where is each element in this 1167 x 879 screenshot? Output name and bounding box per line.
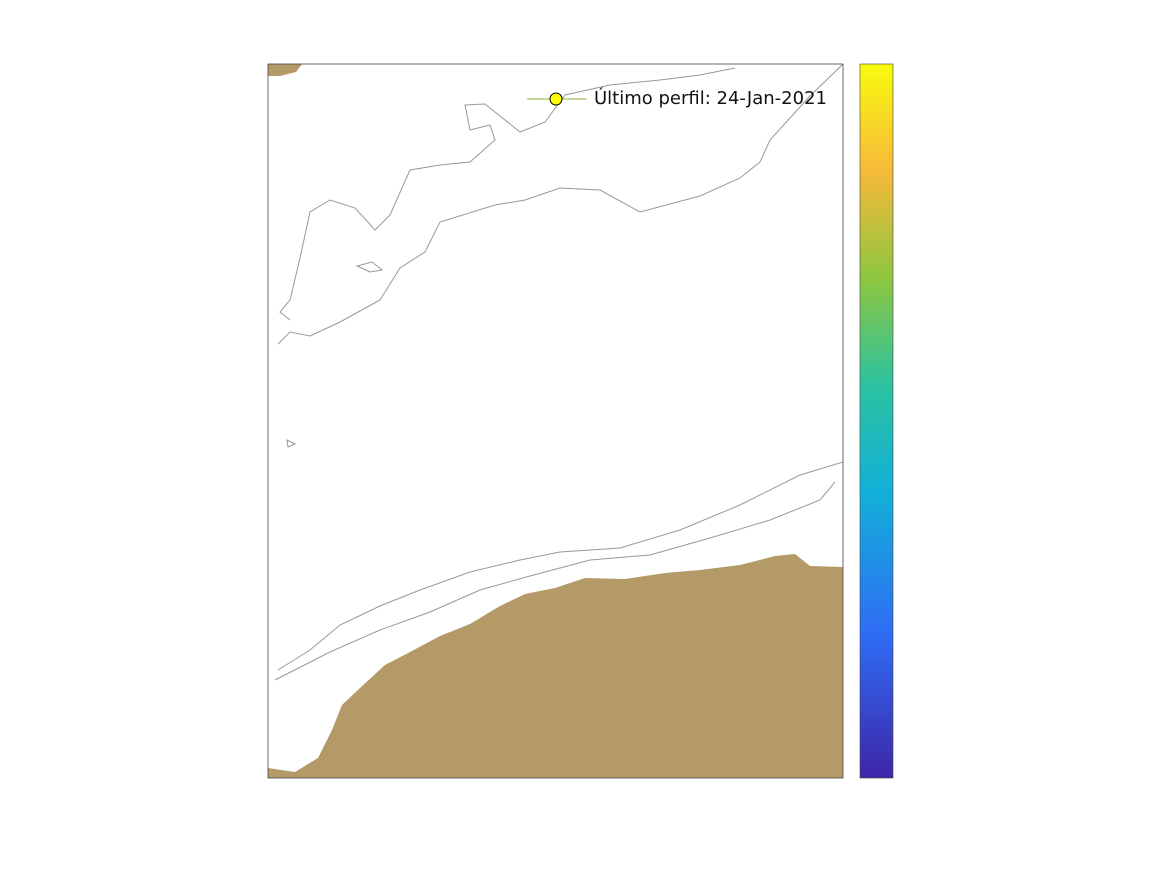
plot-frame bbox=[267, 63, 844, 779]
colorbar bbox=[859, 63, 894, 779]
land bbox=[268, 554, 843, 778]
plot-area bbox=[268, 64, 843, 778]
land bbox=[268, 64, 302, 76]
legend-label: Último perfil: 24-Jan-2021 bbox=[594, 87, 827, 109]
contours bbox=[274, 64, 843, 681]
legend: Último perfil: 24-Jan-2021 bbox=[527, 87, 827, 109]
legend-marker bbox=[549, 92, 563, 106]
